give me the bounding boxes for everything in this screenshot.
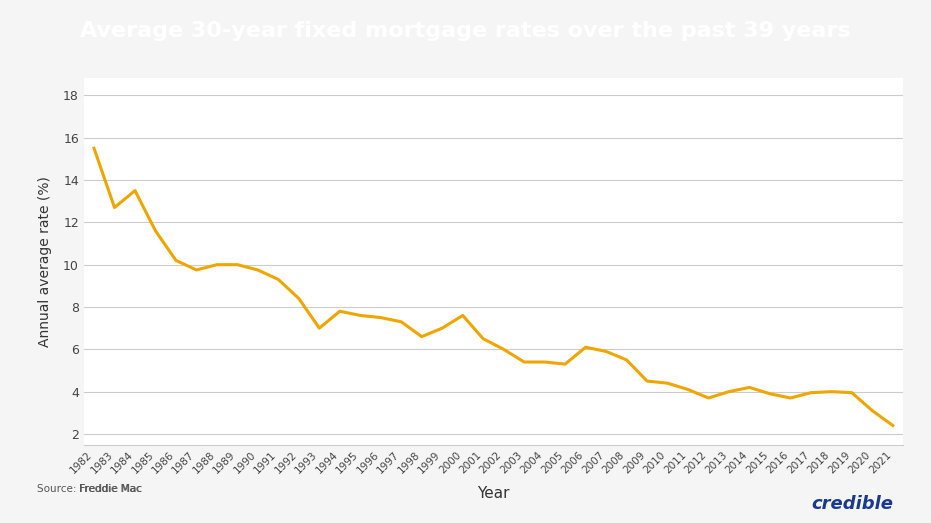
X-axis label: Year: Year [478,486,509,502]
Y-axis label: Annual average rate (%): Annual average rate (%) [38,176,52,347]
Text: credible: credible [812,495,894,513]
Text: Average 30-year fixed mortgage rates over the past 39 years: Average 30-year fixed mortgage rates ove… [80,21,851,41]
Text: Freddie Mac: Freddie Mac [79,484,142,494]
Text: Source: Freddie Mac: Source: Freddie Mac [37,484,142,494]
